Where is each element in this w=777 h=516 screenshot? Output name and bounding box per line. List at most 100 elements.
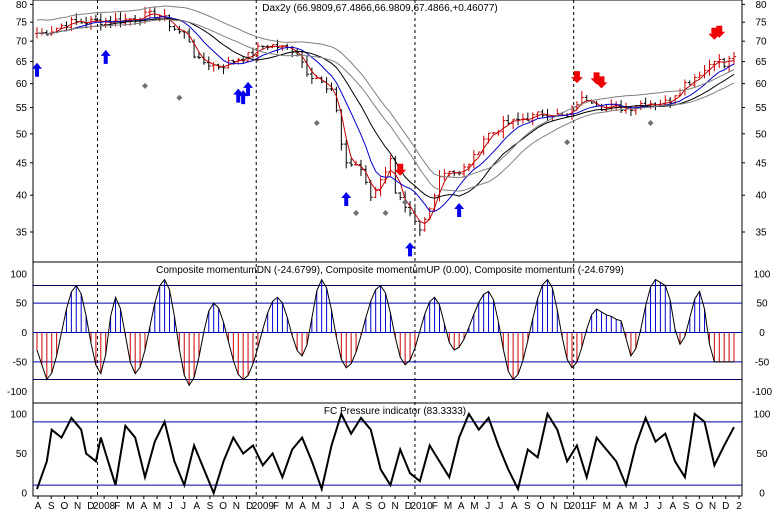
price-tick-label-right: 40 [755, 191, 767, 202]
x-tick-label: A [617, 501, 624, 511]
momentum-tick-label-right: -50 [755, 357, 770, 368]
x-tick-label: F [114, 501, 120, 511]
sell-arrow [713, 25, 726, 38]
price-tick-label-right: 60 [755, 79, 767, 90]
x-tick-label: J [657, 501, 662, 511]
x-tick-label: M [126, 501, 134, 511]
price-tick-label-right: 80 [755, 0, 767, 11]
buy-arrow [454, 202, 465, 217]
momentum-tick-label-right: 0 [759, 328, 765, 339]
series-ma_fast [36, 13, 735, 225]
price-tick-label-right: 35 [755, 227, 767, 238]
price-tick-label-left: 80 [16, 0, 28, 11]
buy-arrow [233, 88, 244, 103]
x-tick-label: S [207, 501, 214, 511]
x-tick-label: J [181, 501, 186, 511]
x-tick-label: N [709, 501, 716, 511]
price-tick-label-left: 60 [16, 79, 28, 90]
x-tick-label: 2009 [252, 501, 275, 511]
x-tick-label: S [524, 501, 531, 511]
x-tick-label: A [299, 501, 306, 511]
x-tick-label: J [485, 501, 490, 511]
momentum-tick-label-right: 50 [756, 299, 768, 310]
x-tick-label: S [365, 501, 372, 511]
price-tick-label-right: 45 [755, 158, 767, 169]
buy-arrow [243, 81, 254, 96]
x-tick-label: J [644, 501, 649, 511]
x-tick-label: S [48, 501, 55, 511]
buy-arrow [238, 90, 249, 105]
buy-arrow [405, 242, 416, 257]
x-tick-label: S [683, 501, 690, 511]
x-tick-label: J [340, 501, 345, 511]
x-tick-label: 2010 [410, 501, 433, 511]
x-tick-label: A [352, 501, 359, 511]
x-tick-label: M [603, 501, 611, 511]
pressure-frame [32, 402, 743, 497]
momentum-panel: Composite momentumDN (-24.6799), Composi… [36, 265, 735, 387]
price-tick-label-left: 65 [16, 57, 28, 68]
pressure-tick-label-left: 50 [16, 449, 28, 460]
price-tick-label-left: 75 [16, 18, 28, 29]
x-tick-label: M [444, 501, 452, 511]
x-tick-label: N [391, 501, 398, 511]
price-tick-label-right: 50 [755, 129, 767, 140]
x-tick-label: 2008 [93, 501, 116, 511]
x-tick-label: M [629, 501, 637, 511]
momentum-tick-label-left: -50 [13, 357, 28, 368]
diamond-marker [141, 82, 148, 89]
x-tick-label: D [405, 501, 412, 511]
buy-arrow [32, 62, 42, 77]
axis-layer: 35 35 40 40 45 45 50 50 55 55 60 60 65 65 70 70 75 75 80 80… [7, 0, 772, 512]
price-tick-label-left: 35 [16, 227, 28, 238]
price-tick-label-right: 65 [755, 57, 767, 68]
diamond-marker [402, 199, 409, 206]
momentum-tick-label-left: 50 [16, 299, 28, 310]
diamond-marker [353, 210, 360, 217]
price-tick-label-left: 55 [16, 103, 28, 114]
x-tick-label: D [87, 501, 94, 511]
x-tick-label: D [722, 501, 729, 511]
x-tick-label: O [219, 501, 227, 511]
sell-arrow [595, 76, 608, 89]
x-tick-label: N [233, 501, 240, 511]
price-frame [32, 0, 743, 263]
momentum-tick-label-left: 100 [10, 269, 27, 280]
series-fc-pressure [36, 411, 735, 496]
sell-arrow [394, 163, 407, 176]
sell-arrow [570, 71, 583, 84]
diamond-marker [176, 94, 183, 101]
pressure-panel: FC Pressure indicator (83.3333) [36, 406, 735, 496]
x-tick-label: A [140, 501, 147, 511]
series-ma_slow [36, 18, 735, 199]
price-tick-label-left: 50 [16, 129, 28, 140]
x-tick-label: O [695, 501, 703, 511]
x-tick-label: A [670, 501, 677, 511]
x-tick-label: D [246, 501, 253, 511]
x-tick-label: N [74, 501, 81, 511]
diamond-marker [647, 120, 654, 127]
price-tick-label-right: 70 [755, 37, 767, 48]
x-tick-label: M [470, 501, 478, 511]
x-tick-label: M [153, 501, 161, 511]
buy-arrow [341, 192, 352, 207]
momentum-tick-label-right: -100 [752, 387, 772, 398]
momentum-title: Composite momentumDN (-24.6799), Composi… [156, 265, 624, 276]
pressure-tick-label-right: 100 [754, 409, 771, 420]
grid-layer [32, 0, 743, 497]
x-tick-label: J [498, 501, 503, 511]
diamond-marker [313, 120, 320, 127]
buy-arrow [100, 49, 111, 64]
x-tick-label: F [590, 501, 596, 511]
x-tick-label: J [326, 501, 331, 511]
x-tick-label: A [193, 501, 200, 511]
price-panel: Dax2y (66.9809,67.4866,66.9809,67.4866,+… [32, 3, 736, 257]
price-tick-label-left: 45 [16, 158, 28, 169]
diamond-marker [564, 139, 571, 146]
price-tick-label-right: 75 [755, 18, 767, 29]
series-envelope [36, 5, 735, 179]
price-tick-label-right: 55 [755, 103, 767, 114]
series-composite-momentum [36, 278, 734, 387]
x-tick-label: A [35, 501, 42, 511]
